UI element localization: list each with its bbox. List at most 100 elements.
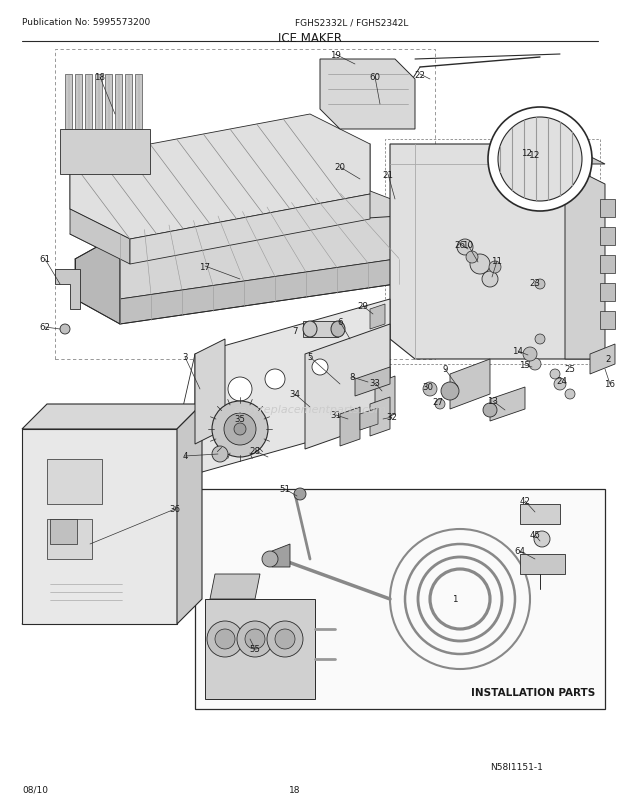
- Polygon shape: [600, 228, 615, 245]
- Text: 35: 35: [234, 415, 246, 424]
- Circle shape: [489, 261, 501, 273]
- Circle shape: [215, 630, 235, 649]
- Text: 08/10: 08/10: [22, 785, 48, 794]
- Polygon shape: [375, 376, 395, 423]
- Text: 55: 55: [249, 645, 260, 654]
- Text: 36: 36: [169, 505, 180, 514]
- Text: 19: 19: [330, 51, 340, 59]
- Text: 20: 20: [335, 164, 345, 172]
- Text: 27: 27: [433, 398, 443, 407]
- Text: 3: 3: [182, 353, 188, 362]
- Polygon shape: [70, 210, 130, 265]
- Text: 9: 9: [442, 365, 448, 374]
- Circle shape: [265, 370, 285, 390]
- Text: 42: 42: [520, 497, 531, 506]
- Text: 14: 14: [513, 347, 523, 356]
- Polygon shape: [210, 574, 260, 599]
- Circle shape: [262, 551, 278, 567]
- Text: 15: 15: [520, 361, 531, 370]
- Polygon shape: [600, 200, 615, 217]
- Ellipse shape: [331, 322, 345, 338]
- Text: 32: 32: [386, 413, 397, 422]
- Text: 6: 6: [337, 318, 343, 327]
- Polygon shape: [600, 284, 615, 302]
- Circle shape: [212, 447, 228, 463]
- Polygon shape: [50, 520, 77, 545]
- Polygon shape: [590, 345, 615, 375]
- Text: 1: 1: [452, 595, 458, 604]
- Polygon shape: [85, 75, 92, 130]
- Text: 25: 25: [564, 365, 575, 374]
- Polygon shape: [70, 115, 370, 240]
- Circle shape: [228, 378, 252, 402]
- Circle shape: [466, 252, 478, 264]
- Polygon shape: [22, 404, 202, 429]
- Polygon shape: [370, 398, 390, 436]
- Circle shape: [294, 488, 306, 500]
- Circle shape: [535, 280, 545, 290]
- Text: 34: 34: [290, 390, 301, 399]
- Polygon shape: [22, 429, 177, 624]
- Text: 28: 28: [249, 447, 260, 456]
- Text: 17: 17: [200, 262, 211, 271]
- Polygon shape: [120, 190, 430, 300]
- Text: 5: 5: [308, 353, 312, 362]
- Polygon shape: [75, 235, 120, 325]
- Polygon shape: [55, 269, 80, 310]
- Text: 16: 16: [604, 380, 616, 389]
- Polygon shape: [360, 408, 378, 431]
- Text: 64: 64: [515, 547, 526, 556]
- Text: easyreplacementparts.com: easyreplacementparts.com: [234, 404, 386, 415]
- Circle shape: [482, 272, 498, 288]
- Text: 13: 13: [487, 397, 498, 406]
- Circle shape: [550, 370, 560, 379]
- Text: 61: 61: [40, 255, 50, 264]
- Circle shape: [488, 107, 592, 212]
- Polygon shape: [75, 75, 82, 130]
- Polygon shape: [320, 60, 415, 130]
- Text: 60: 60: [370, 74, 381, 83]
- Text: 45: 45: [529, 531, 541, 540]
- Polygon shape: [450, 359, 490, 410]
- Polygon shape: [565, 164, 605, 359]
- Circle shape: [212, 402, 268, 457]
- Polygon shape: [47, 520, 92, 559]
- Text: 18: 18: [290, 785, 301, 794]
- Text: 18: 18: [94, 74, 105, 83]
- Polygon shape: [125, 75, 132, 130]
- Text: 10: 10: [463, 241, 474, 250]
- Text: 62: 62: [40, 323, 50, 332]
- Text: 30: 30: [422, 383, 433, 392]
- Polygon shape: [177, 404, 202, 624]
- Circle shape: [245, 630, 265, 649]
- Bar: [385, 140, 600, 365]
- Ellipse shape: [483, 403, 497, 418]
- Polygon shape: [115, 75, 122, 130]
- Circle shape: [237, 622, 273, 657]
- Polygon shape: [105, 75, 112, 130]
- Circle shape: [534, 532, 550, 547]
- Polygon shape: [65, 75, 72, 130]
- Circle shape: [267, 622, 303, 657]
- Text: 26: 26: [454, 241, 466, 249]
- Text: 23: 23: [529, 278, 541, 287]
- Polygon shape: [130, 195, 370, 265]
- Circle shape: [457, 240, 473, 256]
- Text: Publication No: 5995573200: Publication No: 5995573200: [22, 18, 150, 27]
- Polygon shape: [390, 145, 590, 359]
- Text: 21: 21: [383, 170, 394, 180]
- Polygon shape: [120, 255, 430, 325]
- Bar: [55, 50, 435, 359]
- Polygon shape: [565, 145, 605, 164]
- Circle shape: [275, 630, 295, 649]
- Polygon shape: [600, 256, 615, 273]
- Polygon shape: [600, 312, 615, 330]
- Text: 12: 12: [521, 148, 533, 157]
- Circle shape: [470, 255, 490, 274]
- Text: 7: 7: [292, 327, 298, 336]
- Circle shape: [529, 358, 541, 371]
- Polygon shape: [95, 75, 102, 130]
- Text: INSTALLATION PARTS: INSTALLATION PARTS: [471, 687, 595, 697]
- Circle shape: [554, 379, 566, 391]
- Circle shape: [523, 347, 537, 362]
